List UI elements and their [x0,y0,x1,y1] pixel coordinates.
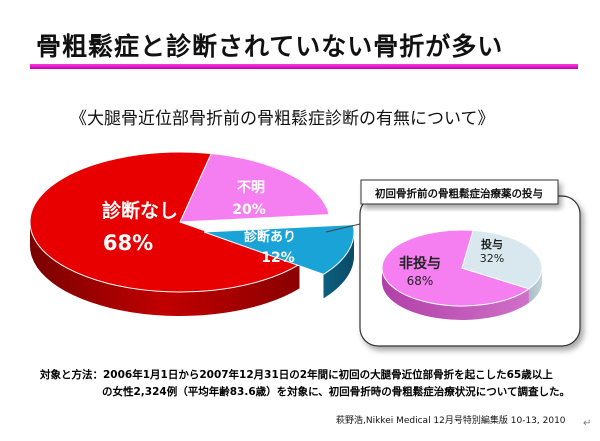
slide-subtitle: 《大腿骨近位部骨折前の骨粗鬆症診断の有無について》 [70,109,495,129]
main-slice-top-1 [179,152,330,223]
title-underline [30,64,578,69]
sub-slice-value-0: 68% [407,274,434,288]
sub-slice-side-1 [528,268,542,303]
callout-title-box [360,179,559,205]
main-slice-0: 診断なし 68% [29,151,301,316]
main-slice-label-1: 不明 [237,180,265,196]
sub-slice-value-1: 32% [480,252,504,265]
sub-slice-0: 非投与 68% [381,229,531,320]
slide-title: 骨粗鬆症と診断されていない骨折が多い [36,32,504,61]
main-slice-label-2: 診断あり [244,229,296,245]
source-citation: 萩野浩,Nikkei Medical 12月号特別編集版 10-13, 2010 [336,416,566,426]
callout-line [325,223,361,233]
main-slice-side-2 [323,232,354,299]
main-slice-value-2: 12% [261,250,295,266]
sub-slice-label-0: 非投与 [399,255,441,272]
method-note-line2: の女性2,324例（平均年齢83.6歳）を対象に、初回骨折時の骨粗鬆症治療状況に… [102,386,570,398]
main-slice-value-0: 68% [103,231,153,255]
main-slice-1: 不明 20% [179,152,330,223]
main-slice-top-0 [29,151,301,293]
main-slice-2: 診断あり 12% [203,224,355,299]
main-slice-side-0 [30,222,300,316]
main-slice-value-1: 20% [232,202,266,218]
sub-slice-top-0 [381,229,531,307]
paragraph-mark: ↵ [583,418,592,429]
main-slice-label-0: 診断なし [102,199,178,222]
method-note-line1: 対象と方法：2006年1月1日から2007年12月31日の2年間に初回の大腿骨近… [40,369,553,381]
sub-slice-label-1: 投与 [481,237,503,251]
sub-slice-side-0 [382,268,529,320]
sub-slice-top-1 [461,229,543,290]
main-slice-top-2 [203,224,355,275]
main-pie: 不明 20% 診断なし 68% 診断あり 12% [29,151,355,316]
callout-title: 初回骨折前の骨粗鬆症治療薬の投与 [375,187,543,200]
